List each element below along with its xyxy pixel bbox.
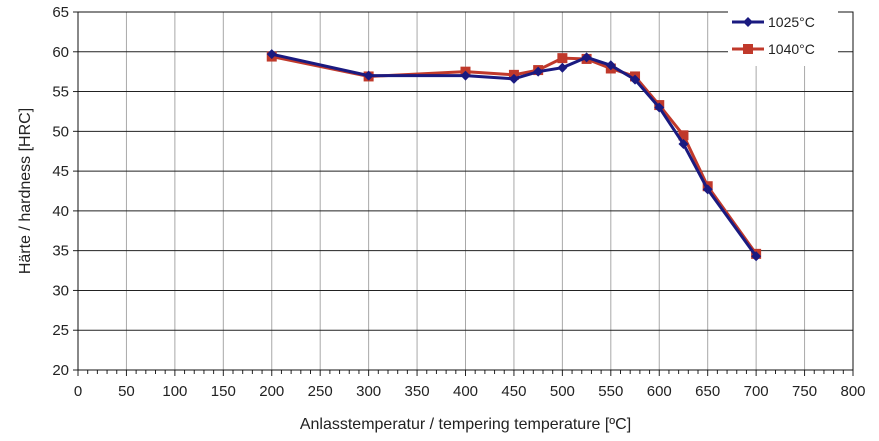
y-tick-label: 20 [52,362,69,379]
series-1-point [678,130,689,141]
x-tick-label: 700 [744,383,769,400]
series-layer [266,49,762,262]
x-tick-label: 300 [356,383,381,400]
y-tick-label: 60 [52,44,69,61]
series-1-point [557,53,568,64]
x-tick-label: 0 [74,383,82,400]
x-tick-label: 400 [453,383,478,400]
x-tick-label: 550 [598,383,623,400]
y-tick-label: 55 [52,84,69,101]
x-tick-label: 350 [405,383,430,400]
plot-area [77,11,854,371]
series-0-point [751,251,762,262]
series-0-point [508,73,519,84]
x-tick-label: 200 [259,383,284,400]
x-tick-label: 800 [840,383,865,400]
series-0-point [654,102,665,113]
legend-label: 1040°C [768,41,815,57]
x-tick-label: 650 [695,383,720,400]
x-tick-label: 50 [118,383,135,400]
x-axis-title: Anlasstemperatur / tempering temperature… [300,416,631,433]
x-tick-label: 250 [308,383,333,400]
legend: 1025°C 1040°C [728,10,838,66]
x-tick-label: 600 [647,383,672,400]
y-tick-label: 30 [52,282,69,299]
series-0-point [460,70,471,81]
y-tick-label: 45 [52,163,69,180]
x-tick-label: 750 [792,383,817,400]
series-0-point [630,74,641,85]
series-0-point [363,70,374,81]
series-0-point [581,52,592,63]
tick-labels: 0 50 100 150 200 250 300 350 400 450 500 550 600 650 7… [52,4,865,400]
series-0-point [533,66,544,77]
x-tick-label: 500 [550,383,575,400]
legend-swatch-marker [743,44,753,54]
series-0-point [557,62,568,73]
series-0-point [266,49,277,60]
y-tick-label: 35 [52,243,69,260]
y-tick-label: 65 [52,4,69,21]
series-0-point [678,139,689,150]
series-0-point [702,184,713,195]
x-tick-label: 100 [162,383,187,400]
legend-label: 1025°C [768,14,815,30]
y-axis-title: Härte / hardness [HRC] [17,108,34,274]
series-0-point [605,60,616,71]
legend-swatch-marker [743,17,753,27]
y-tick-label: 40 [52,203,69,220]
x-tick-label: 150 [211,383,236,400]
x-tick-label: 450 [501,383,526,400]
y-tick-label: 50 [52,123,69,140]
y-tick-label: 25 [52,322,69,339]
